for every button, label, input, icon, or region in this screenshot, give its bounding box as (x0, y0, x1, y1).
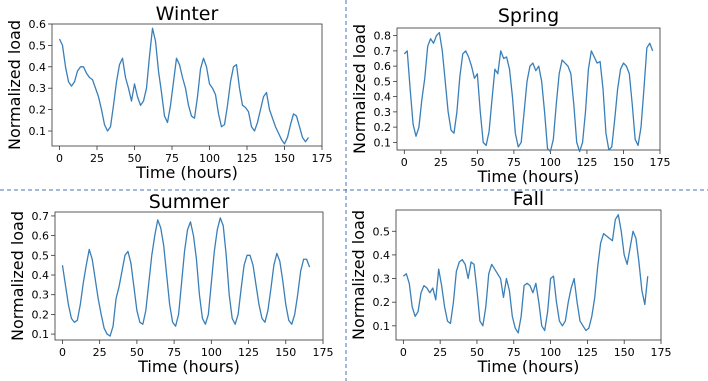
fall-panel: Fall Time (hours) Normalized load 0 25 50 7… (349, 188, 672, 376)
winter-xtick-label: 0 (56, 152, 63, 165)
spring-panel: Spring Time (hours) Normalized load 0 25 5… (350, 5, 671, 186)
winter-ytick-label: 0.3 (29, 82, 47, 95)
fall-ytick-label: 0.3 (373, 273, 391, 286)
winter-ytick-label: 0.1 (29, 125, 47, 138)
spring-ytick-label: 0.8 (374, 30, 392, 43)
winter-xtick-label: 50 (128, 152, 142, 165)
fall-xtick-label: 100 (540, 346, 561, 359)
summer-xtick-label: 125 (238, 346, 259, 359)
winter-xlabel: Time (hours) (135, 163, 238, 182)
fall-xtick-label: 50 (470, 346, 484, 359)
fall-xtick-label: 125 (577, 346, 598, 359)
fall-load-line (402, 214, 649, 334)
winter-xtick-label: 150 (274, 152, 295, 165)
fall-xtick-label: 25 (433, 346, 447, 359)
fall-xlabel: Time (hours) (477, 357, 580, 376)
winter-load-line (58, 27, 310, 145)
summer-xtick-label: 50 (130, 346, 144, 359)
summer-ytick-label: 0.5 (32, 249, 50, 262)
winter-ytick-label: 0.6 (29, 18, 47, 31)
summer-ytick-label: 0.2 (32, 308, 50, 321)
summer-ylabel: Normalized load (8, 211, 27, 341)
winter-panel: Winter Time (hours) Normalized load 0 25 5… (5, 3, 333, 182)
spring-xlabel: Time (hours) (477, 167, 580, 186)
summer-ytick-label: 0.6 (32, 230, 50, 243)
winter-ylabel: Normalized load (5, 20, 24, 150)
fall-ytick-label: 0.4 (373, 249, 391, 262)
summer-xtick-label: 175 (313, 346, 334, 359)
fall-xtick-label: 175 (651, 346, 672, 359)
spring-xtick-label: 150 (613, 156, 634, 169)
winter-title: Winter (156, 3, 219, 25)
spring-xtick-label: 125 (576, 156, 597, 169)
winter-ytick-label: 0.5 (29, 39, 47, 52)
spring-xtick-label: 100 (540, 156, 561, 169)
summer-plot-frame (54, 211, 324, 341)
spring-ylabel: Normalized load (350, 24, 369, 154)
fall-title: Fall (513, 188, 544, 210)
spring-ytick-label: 0.2 (374, 121, 392, 134)
spring-xtick-label: 50 (470, 156, 484, 169)
fall-ytick-label: 0.1 (373, 320, 391, 333)
summer-ytick-label: 0.3 (32, 289, 50, 302)
summer-xtick-label: 100 (201, 346, 222, 359)
winter-ytick-label: 0.2 (29, 104, 47, 117)
summer-xlabel: Time (hours) (137, 357, 240, 376)
summer-xtick-label: 0 (59, 346, 66, 359)
winter-xtick-label: 100 (199, 152, 220, 165)
summer-panel: Summer Time (hours) Normalized load 0 25 5… (8, 191, 334, 376)
fall-ytick-label: 0.2 (373, 296, 391, 309)
summer-ytick-label: 0.4 (32, 269, 50, 282)
summer-ytick-label: 0.7 (32, 210, 50, 223)
spring-ytick-label: 0.6 (374, 60, 392, 73)
winter-xtick-label: 175 (312, 152, 333, 165)
spring-xtick-label: 0 (401, 156, 408, 169)
spring-xtick-label: 175 (650, 156, 671, 169)
summer-xtick-label: 150 (275, 346, 296, 359)
spring-load-line (403, 31, 654, 153)
fall-xtick-label: 0 (400, 346, 407, 359)
summer-xtick-label: 75 (167, 346, 181, 359)
winter-plot-frame (51, 23, 323, 147)
spring-plot-frame (396, 27, 661, 151)
summer-ytick-label: 0.1 (32, 328, 50, 341)
fall-ylabel: Normalized load (349, 210, 368, 340)
summer-title: Summer (149, 191, 230, 213)
fall-plot-frame (395, 209, 662, 341)
spring-ytick-label: 0.1 (374, 136, 392, 149)
spring-ytick-label: 0.7 (374, 45, 392, 58)
spring-ytick-label: 0.4 (374, 91, 392, 104)
winter-xtick-label: 25 (90, 152, 104, 165)
fall-xtick-label: 75 (507, 346, 521, 359)
summer-load-line (61, 217, 311, 337)
spring-ytick-label: 0.5 (374, 75, 392, 88)
fall-xtick-label: 150 (614, 346, 635, 359)
spring-xtick-label: 75 (507, 156, 521, 169)
winter-ytick-label: 0.4 (29, 61, 47, 74)
spring-xtick-label: 25 (434, 156, 448, 169)
summer-xtick-label: 25 (93, 346, 107, 359)
spring-title: Spring (498, 5, 559, 27)
winter-xtick-label: 75 (165, 152, 179, 165)
spring-ytick-label: 0.3 (374, 106, 392, 119)
fall-ytick-label: 0.5 (373, 225, 391, 238)
winter-xtick-label: 125 (237, 152, 258, 165)
